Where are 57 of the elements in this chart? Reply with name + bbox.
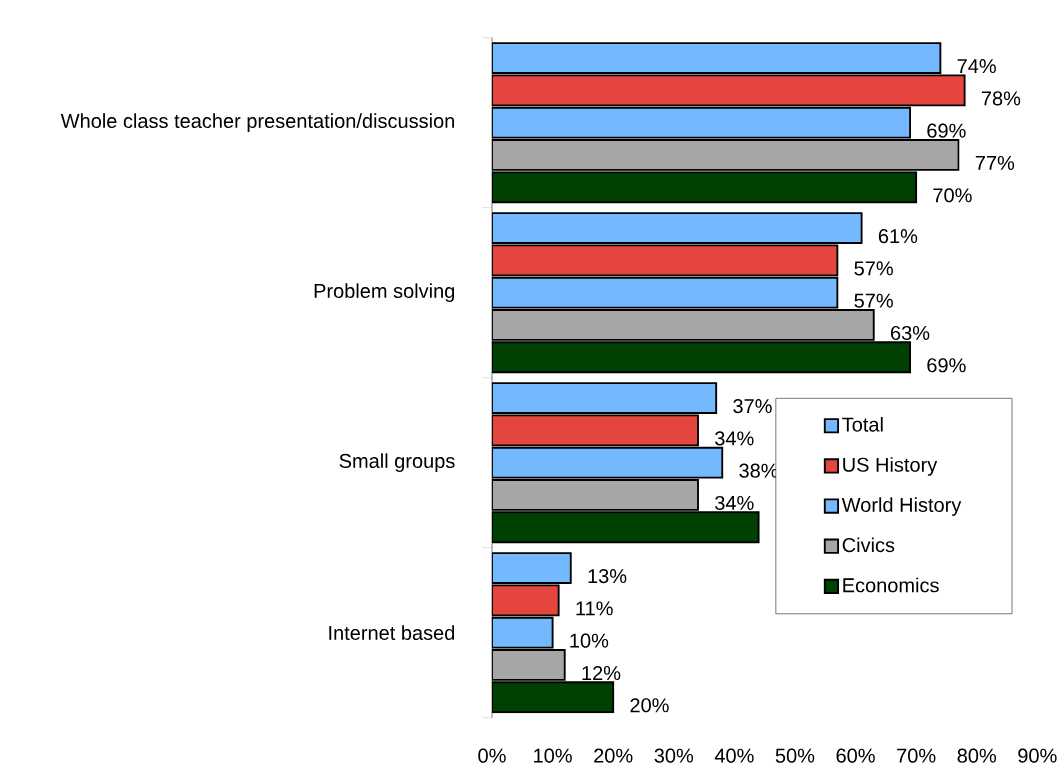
- data-label: 69%: [927, 358, 966, 373]
- data-label: 78%: [981, 91, 1021, 106]
- bar: [492, 276, 839, 309]
- bar: [492, 681, 615, 714]
- y-tick-label: Small groups: [339, 453, 455, 473]
- bar: [492, 74, 966, 107]
- y-tick-label: Internet based: [329, 625, 455, 641]
- x-tick-label: 80%: [957, 748, 997, 763]
- x-tick-label: 0%: [478, 748, 506, 763]
- legend-label: Civics: [842, 537, 895, 553]
- x-tick-label: 50%: [775, 748, 815, 763]
- bar: [492, 139, 960, 172]
- bar: [492, 212, 863, 245]
- bar: [492, 552, 572, 585]
- bar: [492, 341, 912, 374]
- bar: [492, 616, 554, 649]
- legend-label: Economics: [843, 577, 939, 593]
- bar: [492, 446, 724, 479]
- data-label: 77%: [975, 156, 1015, 171]
- legend-label: Total: [842, 417, 883, 432]
- bar: [492, 511, 760, 544]
- bar: [492, 309, 875, 342]
- x-tick-label: 90%: [1018, 748, 1057, 763]
- bar: [492, 479, 699, 512]
- data-label: 70%: [933, 188, 972, 203]
- x-tick-label: 20%: [594, 748, 633, 763]
- data-label: 69%: [927, 123, 966, 138]
- bar: [492, 649, 566, 682]
- bar: [492, 244, 839, 277]
- x-tick-label: 70%: [897, 748, 936, 763]
- data-label: 12%: [582, 666, 621, 681]
- x-tick-label: 60%: [836, 748, 875, 763]
- data-label: 34%: [715, 431, 754, 446]
- data-label: 63%: [891, 326, 930, 341]
- data-label: 57%: [854, 261, 893, 276]
- y-tick-label: Whole class teacher presentation/discussion: [60, 113, 455, 133]
- data-label: 74%: [957, 59, 996, 74]
- data-label: 57%: [854, 293, 893, 308]
- x-tick-label: 40%: [714, 748, 754, 763]
- data-label: 13%: [588, 569, 627, 584]
- bar: [492, 382, 718, 415]
- x-tick-label: 30%: [654, 748, 694, 763]
- data-label: 61%: [878, 229, 918, 244]
- bar: [492, 106, 912, 139]
- data-label: 34%: [715, 496, 754, 511]
- y-tick-label: Problem solving: [314, 283, 455, 303]
- x-tick-label: 10%: [534, 748, 572, 763]
- legend-label: US History: [843, 457, 938, 476]
- bar: [492, 171, 918, 204]
- legend-label: World History: [841, 497, 962, 517]
- bar: [492, 414, 699, 447]
- data-label: 11%: [576, 601, 613, 616]
- data-label: 20%: [630, 698, 669, 713]
- bar: [492, 584, 560, 617]
- data-label: 10%: [570, 633, 609, 648]
- data-label: 37%: [733, 399, 772, 414]
- bar: [492, 42, 942, 75]
